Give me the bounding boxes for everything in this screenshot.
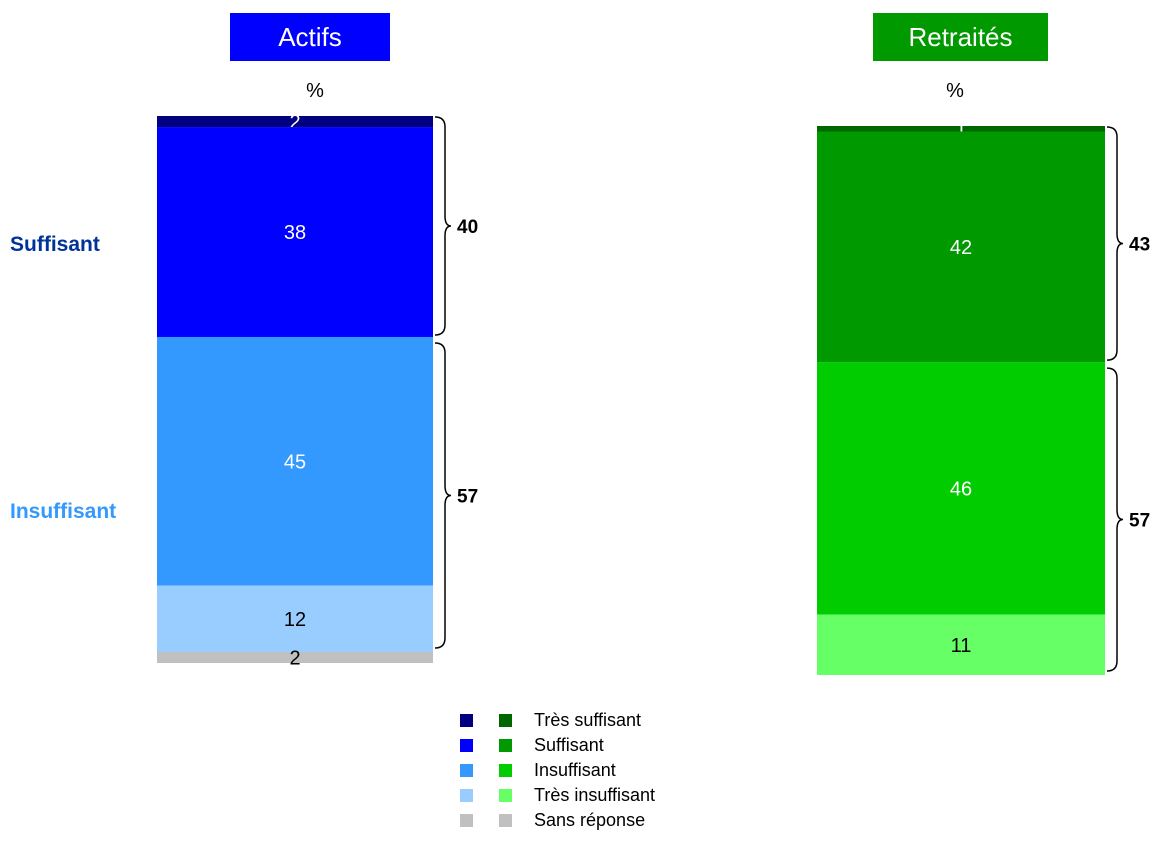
group-total-label: 43 <box>1129 235 1150 256</box>
legend-swatch-retraites <box>499 714 512 727</box>
legend: Très suffisant Suffisant Insuffisant Trè… <box>460 708 655 833</box>
legend-item: Sans réponse <box>460 808 655 833</box>
legend-swatch-actifs <box>460 789 473 802</box>
group-total-label: 57 <box>1129 511 1150 532</box>
data-label: 46 <box>950 478 972 500</box>
data-label: 38 <box>284 222 306 244</box>
legend-swatch-actifs <box>460 714 473 727</box>
data-label: 42 <box>950 237 972 259</box>
legend-item: Suffisant <box>460 733 655 758</box>
legend-swatch-actifs <box>460 739 473 752</box>
legend-label: Très insuffisant <box>534 785 656 805</box>
actifs-unit-label: % <box>306 80 324 102</box>
group-brace <box>434 342 452 649</box>
legend-swatch-retraites <box>499 814 512 827</box>
data-label: 45 <box>284 451 306 473</box>
bar-segment <box>157 127 433 338</box>
bar-segment <box>817 362 1105 615</box>
data-label: 11 <box>951 635 972 657</box>
legend-swatch-retraites <box>499 764 512 777</box>
legend-swatch-retraites <box>499 739 512 752</box>
legend-label: Suffisant <box>534 735 604 755</box>
legend-swatch-actifs <box>460 764 473 777</box>
bar-segment <box>817 131 1105 363</box>
suffisant-group-label: Suffisant <box>10 233 100 256</box>
stacked-bar-chart: 2 38 45 12 2 40 57 1 42 46 11 43 57 <box>157 112 1151 675</box>
retraites-unit-label: % <box>946 80 964 102</box>
legend-label: Très suffisant <box>534 710 642 730</box>
data-label: 1 <box>955 119 966 141</box>
bar-segment <box>157 585 433 652</box>
bar-segment <box>817 126 1105 132</box>
legend-item: Insuffisant <box>460 758 655 783</box>
actifs-title: Actifs <box>230 13 390 61</box>
bar-segment <box>157 651 433 663</box>
data-label: 12 <box>284 609 306 631</box>
retraites-title: Retraités <box>873 13 1048 61</box>
legend-item: Très insuffisant <box>460 783 655 808</box>
legend-label: Insuffisant <box>534 760 616 780</box>
group-brace <box>1106 367 1124 672</box>
group-total-label: 57 <box>457 486 478 507</box>
bar-segment <box>157 116 433 128</box>
bar-segment <box>157 337 433 586</box>
legend-label: Sans réponse <box>534 810 646 830</box>
group-brace <box>434 116 452 336</box>
bar-segment <box>817 614 1105 675</box>
insuffisant-group-label: Insuffisant <box>10 500 117 523</box>
group-brace <box>1106 126 1124 361</box>
legend-swatch-retraites <box>499 789 512 802</box>
data-label: 2 <box>289 647 300 669</box>
legend-item: Très suffisant <box>460 708 655 733</box>
data-label: 2 <box>289 112 300 134</box>
legend-swatch-actifs <box>460 814 473 827</box>
group-total-label: 40 <box>457 217 478 238</box>
